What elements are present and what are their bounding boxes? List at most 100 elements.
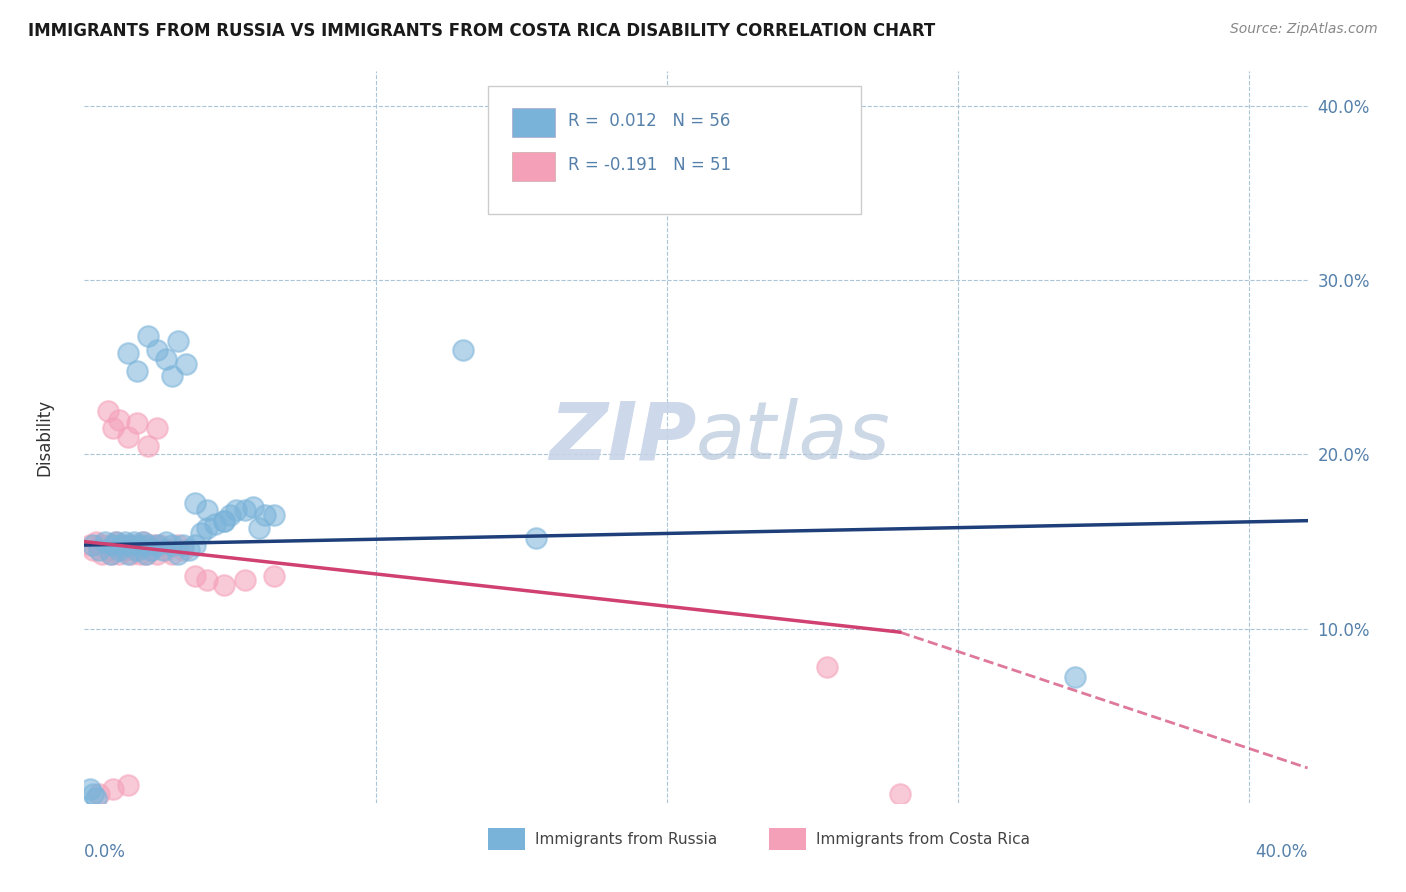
Point	[84, 534, 107, 549]
Point	[212, 514, 235, 528]
Point	[87, 787, 110, 801]
Text: Source: ZipAtlas.com: Source: ZipAtlas.com	[1230, 22, 1378, 37]
Point	[117, 430, 139, 444]
Point	[195, 573, 218, 587]
Point	[120, 547, 142, 561]
Point	[524, 531, 547, 545]
Point	[195, 521, 218, 535]
Point	[100, 547, 122, 561]
Point	[138, 538, 160, 552]
Point	[125, 543, 148, 558]
Point	[212, 514, 235, 528]
Point	[143, 538, 166, 552]
Point	[889, 787, 911, 801]
Point	[97, 543, 120, 558]
Point	[117, 778, 139, 792]
Point	[103, 538, 125, 552]
Point	[125, 538, 148, 552]
Point	[79, 538, 101, 552]
Point	[87, 538, 110, 552]
Point	[125, 364, 148, 378]
Point	[87, 543, 110, 558]
Point	[166, 334, 188, 349]
Point	[128, 538, 150, 552]
Point	[184, 496, 207, 510]
Point	[146, 343, 169, 357]
Point	[117, 538, 139, 552]
Point	[166, 538, 188, 552]
Text: 40.0%: 40.0%	[1256, 843, 1308, 861]
Point	[90, 547, 112, 561]
Point	[166, 547, 188, 561]
Point	[117, 547, 139, 561]
Point	[225, 503, 247, 517]
Point	[131, 534, 153, 549]
Point	[79, 781, 101, 796]
Point	[263, 508, 285, 523]
Point	[138, 329, 160, 343]
FancyBboxPatch shape	[488, 86, 860, 214]
Point	[184, 538, 207, 552]
Point	[204, 517, 226, 532]
Point	[138, 538, 160, 552]
Text: IMMIGRANTS FROM RUSSIA VS IMMIGRANTS FROM COSTA RICA DISABILITY CORRELATION CHAR: IMMIGRANTS FROM RUSSIA VS IMMIGRANTS FRO…	[28, 22, 935, 40]
Point	[212, 578, 235, 592]
Point	[233, 573, 256, 587]
Point	[82, 787, 104, 801]
Point	[103, 781, 125, 796]
Text: Immigrants from Costa Rica: Immigrants from Costa Rica	[815, 832, 1029, 847]
Point	[172, 538, 194, 552]
Point	[146, 421, 169, 435]
Point	[160, 547, 183, 561]
Point	[155, 543, 177, 558]
Point	[111, 538, 134, 552]
Text: ZIP: ZIP	[548, 398, 696, 476]
Point	[131, 534, 153, 549]
Point	[93, 538, 115, 552]
Point	[82, 543, 104, 558]
Point	[160, 538, 183, 552]
Point	[128, 547, 150, 561]
Point	[103, 421, 125, 435]
Point	[141, 543, 163, 558]
Point	[219, 508, 242, 523]
Point	[84, 790, 107, 805]
FancyBboxPatch shape	[769, 829, 806, 850]
Point	[195, 503, 218, 517]
Point	[103, 538, 125, 552]
Point	[160, 369, 183, 384]
Point	[233, 503, 256, 517]
Point	[247, 521, 270, 535]
Text: Immigrants from Russia: Immigrants from Russia	[534, 832, 717, 847]
FancyBboxPatch shape	[488, 829, 524, 850]
Point	[135, 547, 157, 561]
Point	[253, 508, 276, 523]
Point	[155, 351, 177, 366]
Point	[108, 543, 131, 558]
Point	[122, 543, 145, 558]
Point	[184, 569, 207, 583]
Point	[122, 534, 145, 549]
Text: R =  0.012   N = 56: R = 0.012 N = 56	[568, 112, 730, 130]
Point	[451, 343, 474, 357]
Point	[152, 543, 174, 558]
Point	[190, 525, 212, 540]
Point	[1063, 670, 1085, 684]
Point	[114, 543, 136, 558]
Point	[815, 660, 838, 674]
FancyBboxPatch shape	[513, 108, 555, 137]
Point	[93, 534, 115, 549]
Point	[135, 547, 157, 561]
Point	[82, 538, 104, 552]
Point	[117, 346, 139, 360]
Point	[179, 543, 201, 558]
Point	[242, 500, 264, 514]
Point	[155, 534, 177, 549]
FancyBboxPatch shape	[513, 152, 555, 181]
Point	[149, 538, 172, 552]
Point	[111, 538, 134, 552]
Point	[263, 569, 285, 583]
Point	[114, 534, 136, 549]
Point	[108, 547, 131, 561]
Point	[138, 439, 160, 453]
